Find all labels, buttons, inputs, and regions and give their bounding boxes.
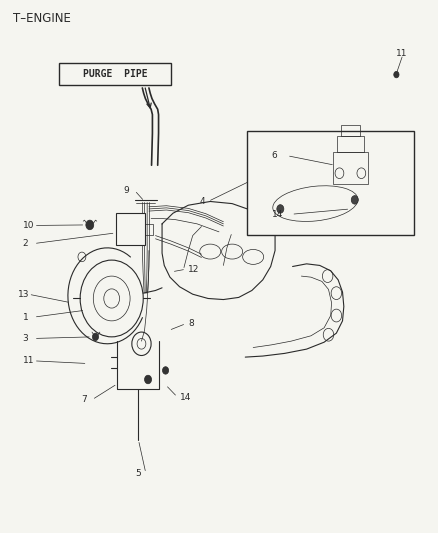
Bar <box>116 213 145 245</box>
Text: 2: 2 <box>23 239 28 248</box>
Text: 3: 3 <box>23 334 28 343</box>
Text: PURGE  PIPE: PURGE PIPE <box>83 69 147 79</box>
Text: T–ENGINE: T–ENGINE <box>13 12 71 25</box>
Text: 14: 14 <box>272 210 283 219</box>
Circle shape <box>162 367 169 374</box>
Circle shape <box>394 71 399 78</box>
Text: 8: 8 <box>188 319 194 328</box>
Circle shape <box>351 196 358 204</box>
Text: 7: 7 <box>81 395 87 404</box>
Text: 9: 9 <box>124 186 129 195</box>
Text: 6: 6 <box>272 151 277 160</box>
Bar <box>337 136 364 152</box>
Text: 13: 13 <box>18 290 29 298</box>
Text: 10: 10 <box>23 221 34 230</box>
Circle shape <box>145 375 152 384</box>
Text: 11: 11 <box>23 357 34 365</box>
Text: 1: 1 <box>23 313 28 321</box>
Circle shape <box>277 205 284 213</box>
Text: 11: 11 <box>396 49 408 58</box>
Text: 14: 14 <box>180 393 191 401</box>
Circle shape <box>92 333 99 341</box>
Bar <box>59 63 171 85</box>
Circle shape <box>86 220 94 230</box>
Text: 5: 5 <box>135 469 141 478</box>
Bar <box>247 131 414 235</box>
Bar <box>333 152 368 184</box>
Bar <box>341 125 360 136</box>
Text: 4: 4 <box>199 197 205 206</box>
Text: 12: 12 <box>188 265 200 273</box>
